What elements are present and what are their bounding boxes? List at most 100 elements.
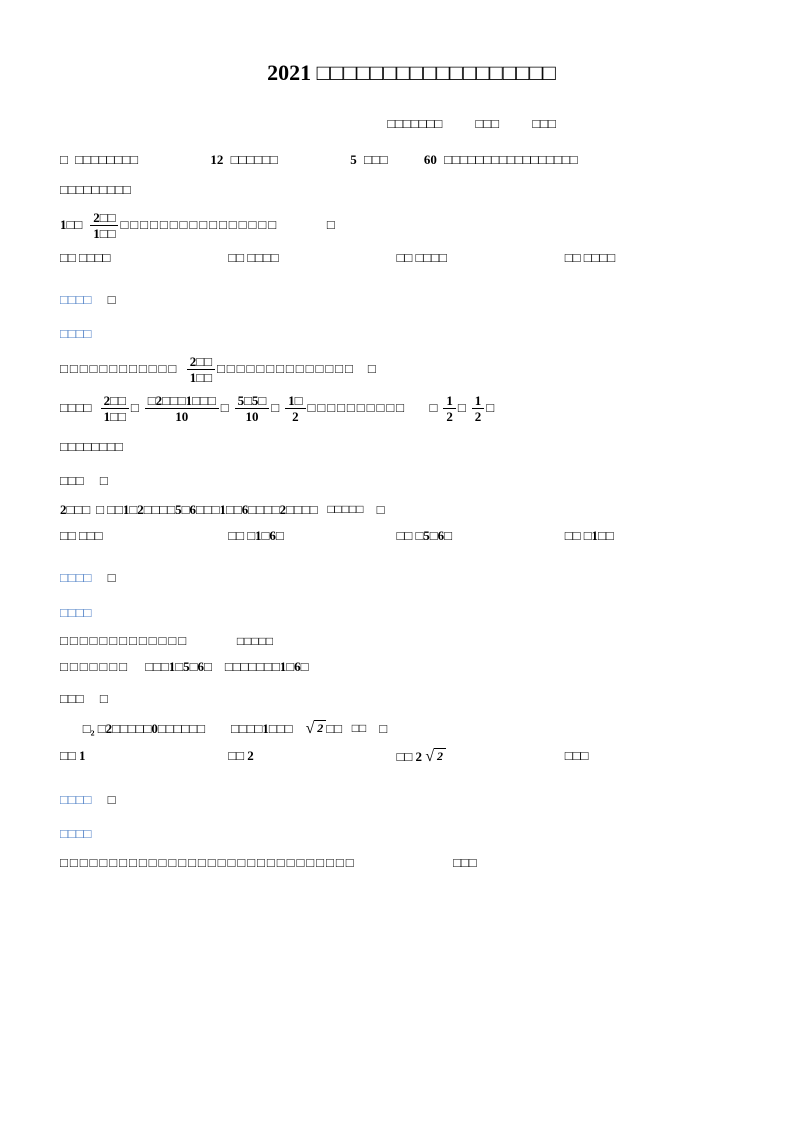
q1-eq-f1-den: 1□□: [101, 409, 129, 423]
q2-ans: □: [108, 570, 116, 585]
q1-exp-line1: □□□□□□□□□□□□ 2□□ 1□□ □□□□□□□□□□□□□□ □: [60, 355, 733, 384]
q1-exp-pre: □□□□□□□□□□□□: [60, 361, 178, 377]
q2-exp-line2: □□□□□□□ □□□1□5□6□ □□□□□□□1□6□: [60, 659, 733, 675]
q2-exp2-a: □□□1□5□6□: [145, 659, 212, 675]
q2-stem-end: □: [377, 502, 385, 518]
q3-exp-tail: □□□: [453, 855, 477, 871]
section-heading: □ □□□□□□□□ 12 □□□□□□ 5 □□□ 60 □□□□□□□□□□…: [60, 152, 733, 168]
q1-eq-f3: 5□5□ 10: [235, 394, 270, 423]
q1-exp-label: □□□□: [60, 320, 733, 349]
q1-eq-f5: 1 2: [443, 394, 456, 423]
section-count: 12 □□□□□□: [210, 152, 277, 167]
q3-optc-sqrt-icon: √2: [425, 748, 446, 766]
q1-eq-f4-den: 2: [285, 409, 305, 423]
q2-exp2-b: □□□□□□□1□6□: [225, 659, 309, 675]
q3-ans-label: □□□□: [60, 792, 91, 807]
q3-exp-line: □□□□□□□□□□□□□□□□□□□□□□□□□□□□□□ □□□: [60, 855, 733, 871]
q1-stem-text: □□□□□□□□□□□□□□□□: [120, 217, 278, 233]
q3-stem-mid: □□□□1□□□: [231, 721, 292, 737]
subtitle-row: □□□□□□□ □□□ □□□: [240, 116, 733, 132]
q1-eq-f6-den: 2: [472, 409, 485, 423]
q1-frac-num: 2□□: [90, 211, 118, 226]
q1-end-mark: □: [100, 473, 108, 488]
q1-exp-frac-den: 1□□: [187, 370, 215, 384]
q1-eq-f1-num: 2□□: [101, 394, 129, 409]
q1-exp-frac-num: 2□□: [187, 355, 215, 370]
q1-eq-f2-num: □2□□□1□□□: [145, 394, 219, 409]
subtitle-right: □□□: [532, 116, 556, 131]
q3-exp-label: □□□□: [60, 820, 733, 849]
q3-stem-end: □□: [326, 721, 342, 737]
q1-eq-f6-num: 1: [472, 394, 485, 409]
q2-opt-b: □□ □1□6□: [228, 528, 396, 544]
q1-options: □□ □□□□ □□ □□□□ □□ □□□□ □□ □□□□: [60, 250, 733, 266]
q3-opt-c-label: □□ 2: [397, 749, 422, 764]
q2-end-mark: □: [100, 691, 108, 706]
q1-eq-f3-den: 10: [235, 409, 270, 423]
q1-ans: □: [108, 292, 116, 307]
q1-end: □□□ □: [60, 467, 733, 496]
subtitle-left: □□□□□□□: [387, 116, 442, 131]
q1-eq-tail: □□□□□□□□□□: [308, 400, 407, 416]
q3-exp-text: □□□□□□□□□□□□□□□□□□□□□□□□□□□□□□: [60, 855, 356, 871]
q1-eq-f4: 1□ 2: [285, 394, 305, 423]
q2-end-label: □□□: [60, 691, 84, 706]
q3-sqrt-icon: √2: [305, 720, 326, 738]
q1-eq-label: □□□□: [60, 400, 91, 416]
q1-opt-d: □□ □□□□: [565, 250, 733, 266]
q2-exp-label: □□□□: [60, 599, 733, 628]
q1-eq-f5-den: 2: [443, 409, 456, 423]
q1-eq-f1: 2□□ 1□□: [101, 394, 129, 423]
q3-opt-d: □□□: [565, 748, 733, 766]
q2-stem-tail: □□□□□: [327, 502, 363, 517]
section-lead: □ □□□□□□□□: [60, 152, 138, 167]
q2-stem-text: □ □□1□2□□□□5□6□□□1□□6□□□□2□□□□: [96, 502, 318, 518]
q1-ans-label: □□□□: [60, 292, 91, 307]
q3-dot: □: [379, 721, 387, 737]
subtitle-mid: □□□: [475, 116, 499, 131]
q1-fraction: 2□□ 1□□: [90, 211, 118, 240]
q3-opt-a: □□ 1: [60, 748, 228, 766]
q3-answer-row: □□□□ □: [60, 786, 733, 815]
q1-opt-a: □□ □□□□: [60, 250, 228, 266]
q2-exp1-text: □□□□□□□□□□□□□: [60, 633, 188, 649]
q3-ans: □: [108, 792, 116, 807]
q3-options: □□ 1 □□ 2 □□ 2 √2 □□□: [60, 748, 733, 766]
q3-opt-b: □□ 2: [228, 748, 396, 766]
section-tail: □□□□□□□□□: [60, 176, 733, 205]
q1-eq-f3-num: 5□5□: [235, 394, 270, 409]
q1-number: 1□□: [60, 217, 82, 233]
q1-opt-b: □□ □□□□: [228, 250, 396, 266]
q2-exp-line1: □□□□□□□□□□□□□ □□□□□: [60, 633, 733, 649]
q1-opt-c: □□ □□□□: [397, 250, 565, 266]
q3-opt-c: □□ 2 √2: [397, 748, 565, 766]
q2-ans-label: □□□□: [60, 570, 91, 585]
q1-exp-dot: □: [368, 361, 376, 377]
q2-opt-c: □□ □5□6□: [397, 528, 565, 544]
q1-equation: □□□□ 2□□ 1□□ □ □2□□□1□□□ 10 □ 5□5□ 10 □ …: [60, 394, 733, 423]
q2-stem: 2□□□ □ □□1□2□□□□5□6□□□1□□6□□□□2□□□□ □□□□…: [60, 502, 733, 518]
q2-exp2-pre: □□□□□□□: [60, 659, 129, 675]
q1-exp-post: □□□□□□□□□□□□□□: [217, 361, 355, 377]
q3-stem-pre: □₂ □2□□□□□0□□□□□□: [83, 721, 205, 737]
q1-eq-f2-den: 10: [145, 409, 219, 423]
q1-stem: 1□□ 2□□ 1□□ □□□□□□□□□□□□□□□□ □: [60, 211, 733, 240]
q1-eq-f2: □2□□□1□□□ 10: [145, 394, 219, 423]
q1-eq-f5-num: 1: [443, 394, 456, 409]
q1-eq-f6: 1 2: [472, 394, 485, 423]
section-each: 5 □□□: [350, 152, 387, 167]
q3-stem-tail: □□: [352, 721, 367, 736]
page-title: 2021 □□□□□□□□□□□□□□□□□□: [90, 60, 733, 86]
q2-exp1-tail: □□□□□: [237, 634, 273, 649]
q3-stem: □₂ □2□□□□□0□□□□□□ □□□□1□□□ √2 □□ □□ □: [60, 720, 733, 738]
q1-frac-den: 1□□: [90, 226, 118, 240]
q2-answer-row: □□□□ □: [60, 564, 733, 593]
q1-eq-f4-num: 1□: [285, 394, 305, 409]
q1-answer-row: □□□□ □: [60, 286, 733, 315]
q2-options: □□ □□□ □□ □1□6□ □□ □5□6□ □□ □1□□: [60, 528, 733, 544]
q1-exp-frac: 2□□ 1□□: [187, 355, 215, 384]
section-total: 60 □□□□□□□□□□□□□□□□□: [424, 152, 578, 167]
q2-opt-a: □□ □□□: [60, 528, 228, 544]
q1-exp-line3: □□□□□□□□: [60, 433, 733, 462]
q1-dot: □: [327, 217, 335, 233]
